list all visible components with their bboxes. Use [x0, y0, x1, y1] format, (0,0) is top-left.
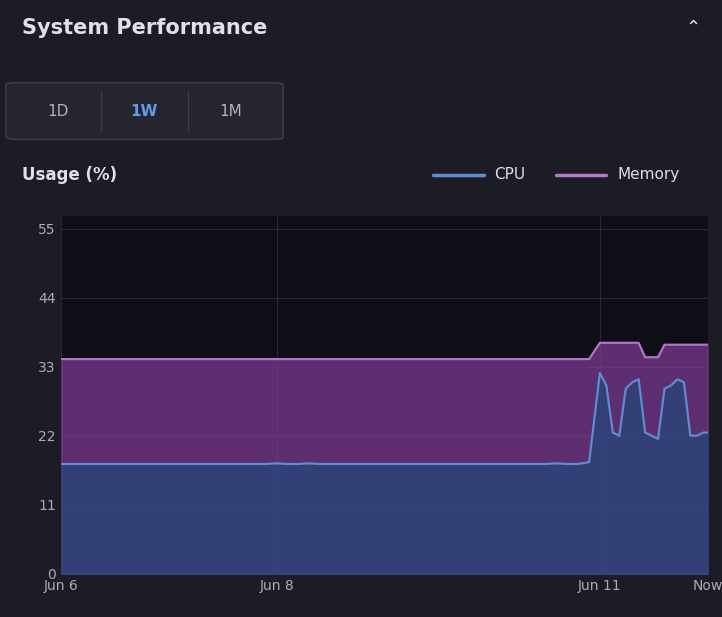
Text: System Performance: System Performance [22, 18, 267, 38]
Text: 1D: 1D [47, 104, 69, 118]
Text: 1M: 1M [219, 104, 243, 118]
Text: 1W: 1W [131, 104, 158, 118]
Text: Usage (%): Usage (%) [22, 166, 117, 184]
FancyBboxPatch shape [6, 83, 283, 139]
Text: Memory: Memory [617, 167, 679, 182]
Text: ⌃: ⌃ [685, 19, 700, 37]
Text: CPU: CPU [495, 167, 526, 182]
